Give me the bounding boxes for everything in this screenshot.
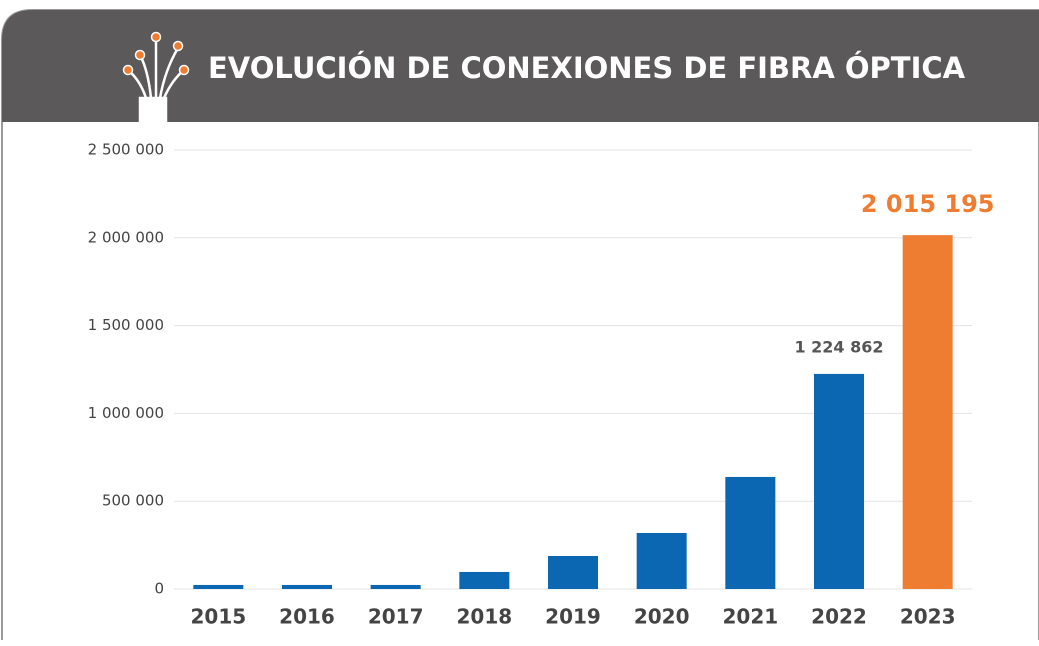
x-tick-label: 2021 <box>722 605 778 629</box>
x-tick-label: 2018 <box>456 605 512 629</box>
bar <box>548 555 598 589</box>
x-tick-label: 2017 <box>368 605 424 629</box>
x-tick-label: 2016 <box>279 605 335 629</box>
bar <box>370 584 421 589</box>
y-tick-label: 500 000 <box>102 492 164 510</box>
fiber-icon <box>127 40 185 130</box>
y-tick-label: 2 000 000 <box>88 228 164 246</box>
bar <box>902 235 953 589</box>
bar <box>636 532 687 589</box>
bar <box>814 373 864 589</box>
y-tick-label: 1 000 000 <box>88 404 164 422</box>
x-tick-label: 2022 <box>811 605 867 629</box>
x-tick-label: 2020 <box>634 605 690 629</box>
value-label: 1 224 862 <box>794 337 883 356</box>
y-tick-label: 0 <box>154 580 164 598</box>
bar <box>282 584 332 589</box>
bar <box>459 571 510 589</box>
x-tick-label: 2023 <box>900 605 956 629</box>
y-tick-label: 2 500 000 <box>88 141 164 159</box>
value-label: 2 015 195 <box>861 190 995 218</box>
bar <box>725 476 776 589</box>
header-band <box>2 10 1039 122</box>
fiber-tips <box>122 31 190 76</box>
bar <box>193 584 244 589</box>
y-tick-label: 1 500 000 <box>88 316 164 334</box>
x-tick-label: 2019 <box>545 605 601 629</box>
chart-title: EVOLUCIÓN DE CONEXIONES DE FIBRA ÓPTICA <box>208 51 966 85</box>
x-tick-label: 2015 <box>190 605 246 629</box>
